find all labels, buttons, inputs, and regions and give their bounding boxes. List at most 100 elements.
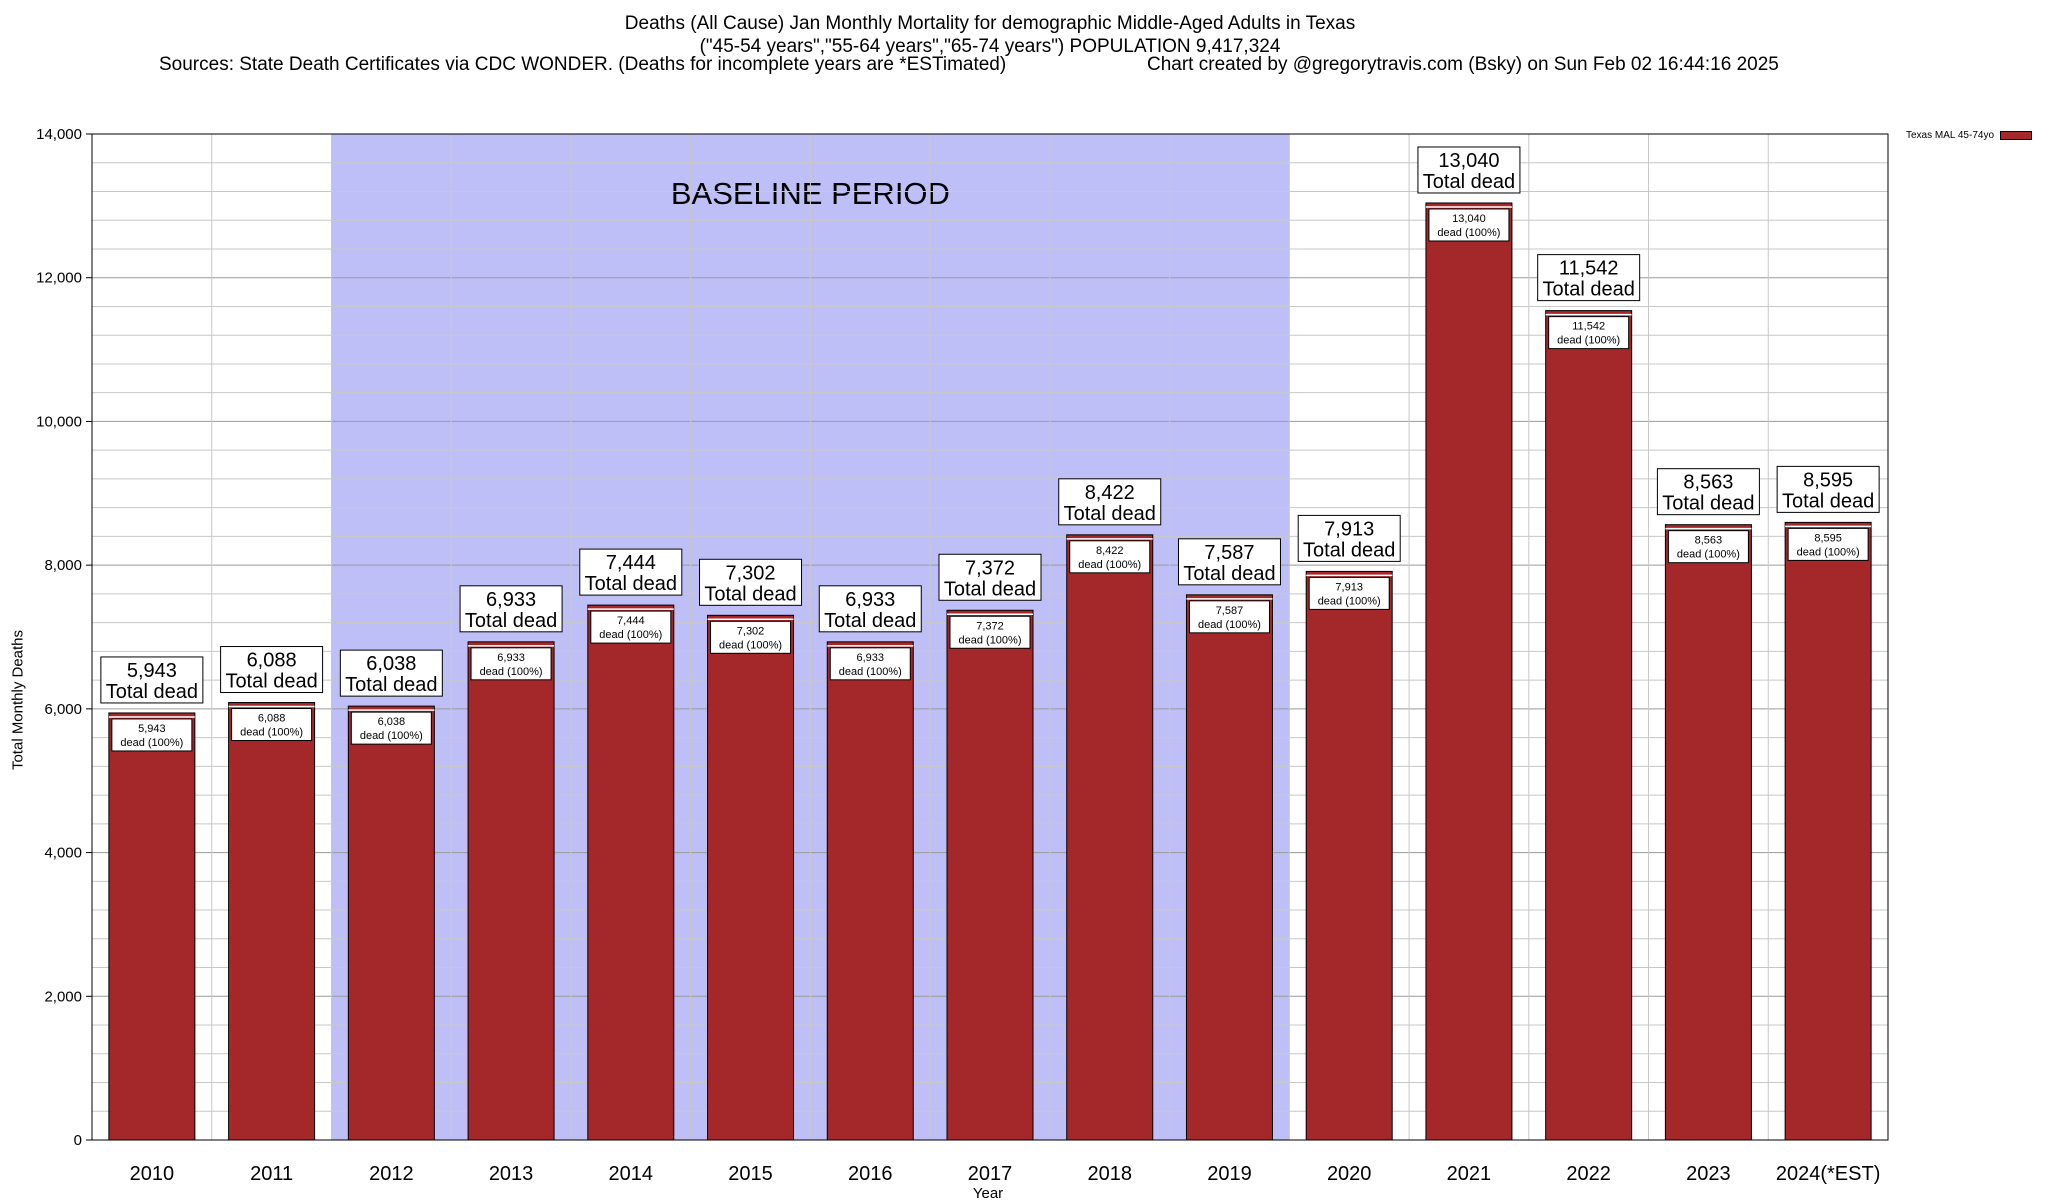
total-value-label: 7,302: [726, 562, 776, 584]
inner-percent-label: dead (100%): [599, 629, 662, 641]
total-dead-label: Total dead: [1782, 490, 1874, 512]
inner-label-box: [1667, 530, 1749, 564]
bar: [467, 641, 555, 1141]
top-label-box: [1776, 465, 1880, 513]
inner-percent-label: dead (100%): [120, 737, 183, 749]
total-dead-label: Total dead: [465, 610, 557, 632]
top-label-box: [459, 585, 563, 633]
inner-percent-label: dead (100%): [480, 666, 543, 678]
bar: [826, 641, 914, 1141]
total-value-label: 7,444: [606, 552, 656, 574]
top-label-box: [100, 656, 204, 704]
inner-value-label: 7,372: [976, 620, 1004, 632]
bar: [1305, 570, 1393, 1141]
inner-percent-label: dead (100%): [959, 634, 1022, 646]
top-label-box: [938, 553, 1042, 601]
top-label-box: [220, 646, 324, 694]
x-tick-label: 2018: [1087, 1163, 1132, 1185]
legend-label: Texas MAL 45-74yo: [1906, 130, 1995, 141]
total-value-label: 6,933: [486, 589, 536, 611]
top-label-box: [818, 585, 922, 633]
top-label-box: [579, 548, 683, 596]
total-dead-label: Total dead: [1662, 493, 1754, 515]
x-axis-label: Year: [972, 1185, 1004, 1202]
chart-title-block: Deaths (All Cause) Jan Monthly Mortality…: [0, 12, 1980, 58]
legend-swatch: [2000, 131, 2033, 140]
inner-label-box: [1188, 600, 1270, 634]
x-tick-label: 2016: [848, 1163, 893, 1185]
top-label-box: [699, 558, 803, 606]
x-tick-label: 2010: [130, 1163, 175, 1185]
y-tick-label: 12,000: [36, 270, 82, 287]
top-label-box: [1058, 478, 1162, 526]
total-value-label: 6,933: [845, 589, 895, 611]
y-tick-label: 2,000: [44, 988, 82, 1005]
top-label-box: [1537, 254, 1641, 302]
total-dead-label: Total dead: [1543, 279, 1635, 301]
bar: [108, 712, 196, 1141]
total-value-label: 7,913: [1324, 518, 1374, 540]
total-dead-label: Total dead: [345, 674, 437, 696]
total-value-label: 5,943: [127, 660, 177, 682]
inner-percent-label: dead (100%): [1318, 595, 1381, 607]
inner-value-label: 7,587: [1216, 605, 1244, 617]
inner-percent-label: dead (100%): [360, 730, 423, 742]
y-tick-label: 4,000: [44, 845, 82, 862]
inner-percent-label: dead (100%): [240, 727, 303, 739]
x-tick-label: 2015: [728, 1163, 773, 1185]
inner-value-label: 6,933: [857, 652, 885, 664]
inner-value-label: 6,088: [258, 713, 286, 725]
bar: [1545, 310, 1633, 1141]
x-tick-label: 2012: [369, 1163, 414, 1185]
inner-label-box: [949, 615, 1031, 649]
y-axis-label: Total Monthly Deaths: [9, 629, 27, 771]
chart-sources: Sources: State Death Certificates via CD…: [159, 54, 1007, 75]
inner-label-box: [710, 620, 792, 654]
inner-percent-label: dead (100%): [719, 639, 782, 651]
total-dead-label: Total dead: [824, 610, 916, 632]
total-dead-label: Total dead: [1423, 171, 1515, 193]
bar: [228, 702, 316, 1141]
chart-credit: Chart created by @gregorytravis.com (Bsk…: [1147, 54, 1779, 75]
inner-percent-label: dead (100%): [1198, 619, 1261, 631]
bar: [1784, 521, 1872, 1141]
total-dead-label: Total dead: [106, 681, 198, 703]
total-value-label: 7,587: [1204, 542, 1254, 564]
inner-label-box: [1787, 527, 1869, 561]
y-tick-label: 0: [74, 1132, 82, 1149]
x-tick-label: 2017: [968, 1163, 1013, 1185]
bar: [946, 609, 1034, 1141]
x-tick-label: 2023: [1686, 1163, 1731, 1185]
total-value-label: 11,542: [1559, 258, 1619, 280]
inner-label-box: [1428, 208, 1510, 242]
chart-legend: Texas MAL 45-74yo: [1906, 130, 2033, 141]
top-label-box: [1656, 468, 1760, 516]
inner-value-label: 7,302: [737, 625, 765, 637]
total-dead-label: Total dead: [704, 583, 796, 605]
total-value-label: 6,088: [247, 650, 297, 672]
total-dead-label: Total dead: [225, 671, 317, 693]
inner-value-label: 7,913: [1335, 581, 1363, 593]
inner-label-box: [111, 718, 193, 752]
y-tick-label: 6,000: [44, 701, 82, 718]
bar: [1425, 202, 1513, 1141]
x-tick-label: 2024(*EST): [1776, 1163, 1881, 1185]
inner-value-label: 8,422: [1096, 545, 1124, 557]
inner-label-box: [1069, 540, 1151, 574]
inner-value-label: 13,040: [1452, 213, 1486, 225]
inner-value-label: 8,563: [1695, 535, 1723, 547]
total-value-label: 7,372: [965, 557, 1015, 579]
x-tick-label: 2021: [1447, 1163, 1492, 1185]
x-tick-label: 2022: [1566, 1163, 1611, 1185]
bar: [1664, 524, 1752, 1141]
bar: [347, 705, 435, 1141]
x-tick-label: 2019: [1207, 1163, 1252, 1185]
inner-percent-label: dead (100%): [1078, 559, 1141, 571]
inner-percent-label: dead (100%): [1677, 549, 1740, 561]
top-label-box: [339, 649, 443, 697]
top-label-box: [1177, 538, 1281, 586]
inner-percent-label: dead (100%): [1797, 546, 1860, 558]
inner-value-label: 6,038: [378, 716, 406, 728]
inner-label-box: [1308, 576, 1390, 610]
